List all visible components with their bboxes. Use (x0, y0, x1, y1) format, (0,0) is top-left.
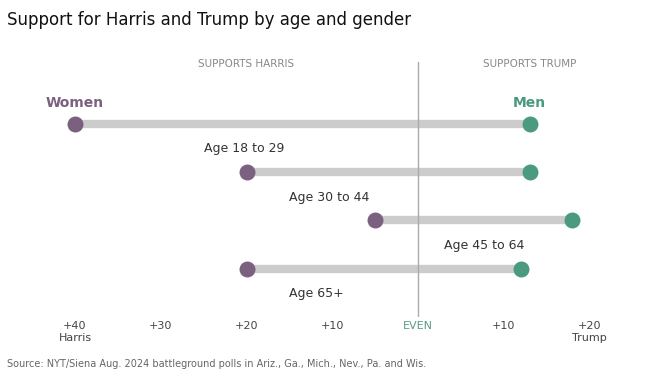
Text: SUPPORTS TRUMP: SUPPORTS TRUMP (483, 59, 576, 69)
Point (370, 217, 380, 223)
Point (567, 217, 578, 223)
Text: Women: Women (46, 96, 104, 110)
Point (524, 121, 535, 127)
Text: Age 30 to 44: Age 30 to 44 (289, 191, 370, 204)
Point (524, 169, 535, 175)
Text: SUPPORTS HARRIS: SUPPORTS HARRIS (199, 59, 295, 69)
Text: Age 45 to 64: Age 45 to 64 (443, 239, 524, 252)
Point (241, 266, 252, 272)
Point (241, 169, 252, 175)
Text: Source: NYT/Siena Aug. 2024 battleground polls in Ariz., Ga., Mich., Nev., Pa. a: Source: NYT/Siena Aug. 2024 battleground… (7, 359, 426, 369)
Text: Age 65+: Age 65+ (289, 287, 344, 300)
Point (516, 266, 526, 272)
Text: Men: Men (513, 96, 546, 110)
Point (70, 121, 80, 127)
Text: Support for Harris and Trump by age and gender: Support for Harris and Trump by age and … (7, 11, 411, 29)
Text: Age 18 to 29: Age 18 to 29 (203, 142, 284, 156)
